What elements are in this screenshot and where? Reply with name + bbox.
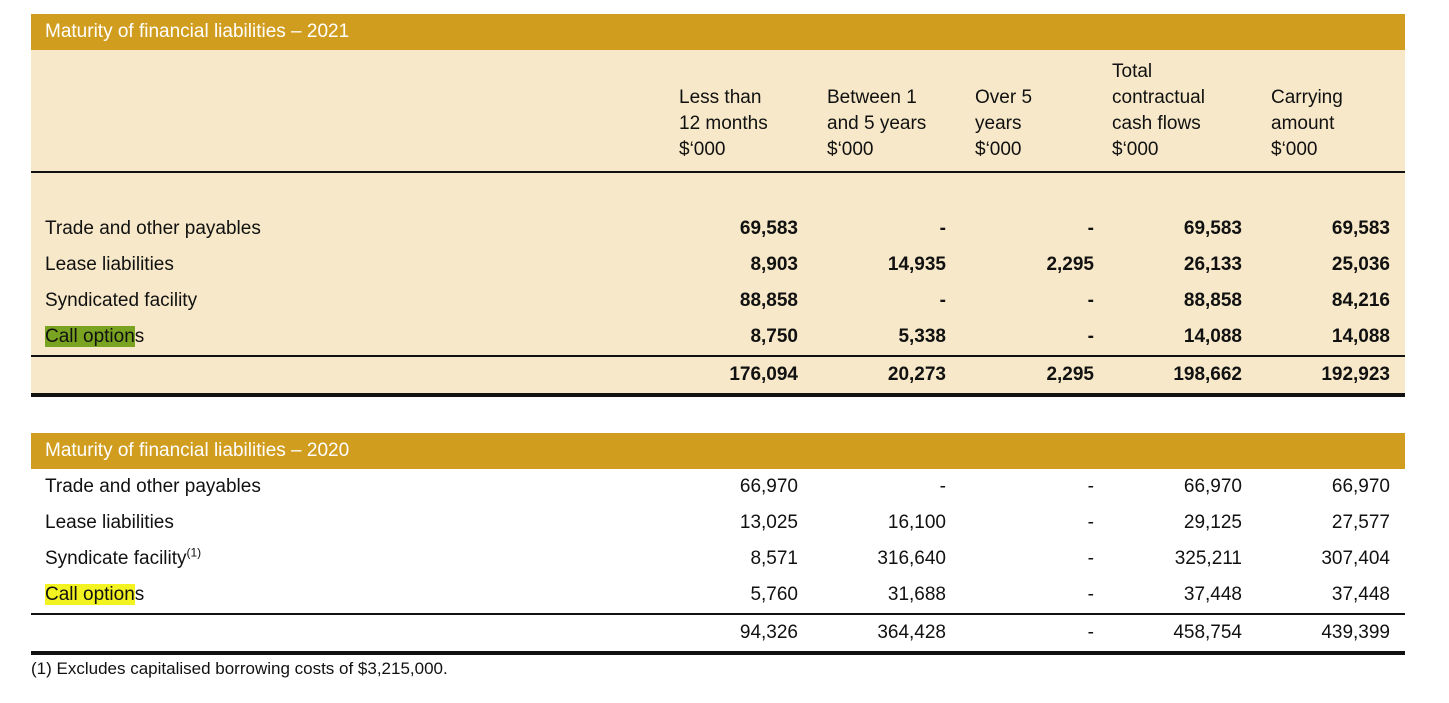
section-gap: [31, 397, 1405, 433]
cell: 66,970: [739, 476, 798, 497]
cell: 31,688: [887, 584, 946, 605]
header-over-5-years: Over 5 years $‘000: [975, 87, 1033, 160]
cell: 8,571: [750, 548, 798, 569]
row-label: Call options: [45, 584, 145, 605]
cell: 69,583: [1183, 218, 1242, 239]
cell: -: [1087, 218, 1094, 239]
cell: 26,133: [1183, 254, 1242, 275]
cell: 14,088: [1331, 326, 1390, 347]
cell: -: [1087, 326, 1094, 347]
footnote: (1) Excludes capitalised borrowing costs…: [31, 659, 448, 678]
cell: 84,216: [1331, 290, 1390, 311]
header-carrying-amount: Carrying amount $‘000: [1271, 87, 1343, 160]
header-less-than-12-months: Less than 12 months $‘000: [679, 87, 768, 160]
cell: 5,338: [898, 326, 946, 347]
cell: 66,970: [1331, 476, 1390, 497]
total-row: 176,094 20,273 2,295 198,662 192,923: [31, 355, 1405, 397]
cell: -: [1087, 290, 1094, 311]
cell: 69,583: [739, 218, 798, 239]
row-label: Call options: [45, 326, 145, 347]
cell: 69,583: [1331, 218, 1390, 239]
cell: 88,858: [739, 290, 798, 311]
table-row: Trade and other payables 69,583 - - 69,5…: [31, 211, 1405, 247]
cell: -: [939, 476, 946, 497]
cell: -: [1087, 512, 1094, 533]
total-cell: 192,923: [1321, 364, 1390, 385]
table-2020-title: Maturity of financial liabilities – 2020: [31, 433, 1405, 469]
cell: 14,088: [1183, 326, 1242, 347]
total-cell: 176,094: [729, 364, 798, 385]
cell: -: [1087, 548, 1094, 569]
cell: 316,640: [877, 548, 946, 569]
row-label: Syndicate facility(1): [45, 545, 202, 569]
table-row: Call options 5,760 31,688 - 37,448 37,44…: [31, 577, 1405, 613]
cell: 16,100: [887, 512, 946, 533]
total-cell: 20,273: [887, 364, 946, 385]
column-headers: Less than 12 months $‘000 Between 1 and 5 y…: [31, 50, 1405, 173]
table-row: Call options 8,750 5,338 - 14,088 14,088: [31, 319, 1405, 355]
cell: 2,295: [1046, 254, 1094, 275]
cell: 29,125: [1183, 512, 1242, 533]
table-2021-title: Maturity of financial liabilities – 2021: [31, 14, 1405, 50]
table-2020-body: Trade and other payables 66,970 - - 66,9…: [31, 469, 1405, 655]
total-cell: 458,754: [1173, 622, 1242, 643]
cell: 88,858: [1183, 290, 1242, 311]
cell: -: [939, 218, 946, 239]
row-label: Syndicated facility: [45, 290, 198, 311]
row-label: Trade and other payables: [45, 476, 261, 497]
cell: 13,025: [739, 512, 798, 533]
cell: 8,903: [750, 254, 798, 275]
header-total-contractual-cash-flows: Total contractual cash flows $‘000: [1112, 61, 1205, 160]
footnote-marker: (1): [186, 545, 202, 560]
total-cell: 198,662: [1173, 364, 1242, 385]
cell: 37,448: [1331, 584, 1390, 605]
table-row: Syndicate facility(1) 8,571 316,640 - 32…: [31, 541, 1405, 577]
cell: 27,577: [1331, 512, 1390, 533]
total-cell: -: [1087, 622, 1094, 643]
search-highlight: Call option: [45, 326, 135, 347]
cell: 37,448: [1183, 584, 1242, 605]
total-cell: 439,399: [1321, 622, 1390, 643]
cell: 25,036: [1331, 254, 1390, 275]
cell: -: [939, 290, 946, 311]
table-row: Syndicated facility 88,858 - - 88,858 84…: [31, 283, 1405, 319]
row-label: Trade and other payables: [45, 218, 261, 239]
table-row: Lease liabilities 13,025 16,100 - 29,125…: [31, 505, 1405, 541]
financial-liabilities-sheet: Maturity of financial liabilities – 2021…: [31, 14, 1405, 681]
table-row: Trade and other payables 66,970 - - 66,9…: [31, 469, 1405, 505]
table-row: Lease liabilities 8,903 14,935 2,295 26,…: [31, 247, 1405, 283]
row-label: Lease liabilities: [45, 512, 174, 533]
cell: -: [1087, 476, 1094, 497]
table-2021-body: Less than 12 months $‘000 Between 1 and 5 y…: [31, 50, 1405, 397]
total-cell: 364,428: [877, 622, 946, 643]
search-highlight: Call option: [45, 584, 135, 605]
cell: 14,935: [887, 254, 946, 275]
cell: -: [1087, 584, 1094, 605]
total-cell: 2,295: [1046, 364, 1094, 385]
cell: 8,750: [750, 326, 798, 347]
cell: 325,211: [1174, 548, 1242, 569]
cell: 66,970: [1183, 476, 1242, 497]
total-row: 94,326 364,428 - 458,754 439,399: [31, 613, 1405, 655]
total-cell: 94,326: [739, 622, 798, 643]
row-label: Lease liabilities: [45, 254, 174, 275]
cell: 5,760: [750, 584, 798, 605]
cell: 307,404: [1321, 548, 1390, 569]
spacer: [31, 173, 1405, 211]
header-between-1-and-5-years: Between 1 and 5 years $‘000: [827, 87, 927, 160]
